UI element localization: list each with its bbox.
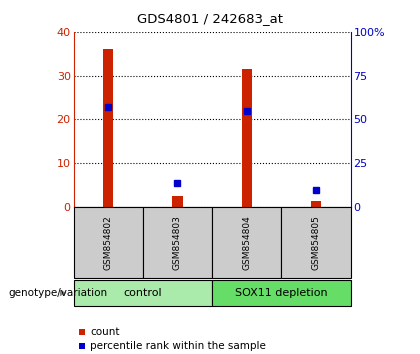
Bar [103,50,113,207]
Text: SOX11 depletion: SOX11 depletion [235,288,328,298]
Text: GDS4801 / 242683_at: GDS4801 / 242683_at [137,12,283,25]
Bar [241,69,252,207]
Text: genotype/variation: genotype/variation [8,288,108,298]
Text: GSM854804: GSM854804 [242,215,251,270]
Bar [172,196,183,207]
Text: count: count [90,327,120,337]
Text: GSM854802: GSM854802 [104,215,113,270]
Bar [311,200,321,207]
Text: percentile rank within the sample: percentile rank within the sample [90,341,266,351]
Text: GSM854803: GSM854803 [173,215,182,270]
Text: GSM854805: GSM854805 [312,215,320,270]
Text: control: control [123,288,162,298]
